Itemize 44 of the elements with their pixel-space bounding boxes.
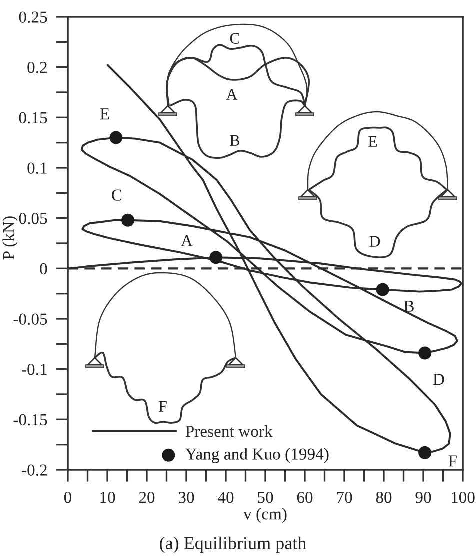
y-axis-title: P (kN) bbox=[2, 216, 18, 260]
x-axis-title: v (cm) bbox=[244, 508, 287, 524]
y-tick-label: -0.2 bbox=[22, 464, 47, 476]
annotation: E bbox=[100, 108, 110, 120]
annotation: D bbox=[370, 236, 380, 247]
annotation: A bbox=[181, 235, 193, 246]
y-tick-label: 0.15 bbox=[19, 112, 48, 124]
annotation: C bbox=[230, 33, 240, 44]
y-tick-label: -0.1 bbox=[22, 364, 47, 376]
x-tick-label: 90 bbox=[416, 492, 432, 504]
legend-label: Yang and Kuo (1994) bbox=[186, 448, 329, 464]
annotation: B bbox=[404, 300, 414, 312]
y-tick-label: 0.05 bbox=[19, 213, 48, 224]
text: Present work bbox=[186, 425, 273, 438]
annotation: E bbox=[368, 136, 378, 147]
x-tick-label: 40 bbox=[218, 492, 234, 504]
y-tick-label: 0 bbox=[40, 263, 48, 275]
x-tick-label: 20 bbox=[139, 492, 155, 504]
y-tick-label: 0.2 bbox=[28, 62, 47, 74]
x-tick-label: 30 bbox=[178, 492, 194, 504]
x-tick-label: 80 bbox=[376, 492, 392, 504]
point bbox=[110, 131, 123, 144]
annotation: A bbox=[226, 89, 238, 100]
x-tick-label: 60 bbox=[297, 492, 313, 504]
point bbox=[122, 214, 135, 227]
y-tick-label: -0.15 bbox=[14, 414, 48, 426]
point bbox=[418, 446, 432, 460]
annotation: D bbox=[433, 374, 444, 386]
point bbox=[418, 346, 432, 360]
annotation: F bbox=[448, 456, 457, 467]
annotation: B bbox=[230, 135, 240, 146]
point bbox=[210, 251, 223, 264]
point bbox=[376, 283, 390, 296]
x-tick-label: 50 bbox=[258, 492, 274, 504]
x-tick-label: 100 bbox=[452, 492, 475, 504]
x-tick-label: 10 bbox=[100, 492, 116, 504]
y-tick-label: -0.05 bbox=[14, 314, 48, 326]
annotation: C bbox=[112, 190, 122, 201]
y-tick-label: 0.25 bbox=[19, 12, 48, 24]
x-tick-label: 70 bbox=[337, 492, 352, 504]
y-tick-label: 0.1 bbox=[28, 162, 47, 174]
text: (a) Equilibrium path bbox=[160, 536, 306, 554]
x-tick-label: 0 bbox=[64, 492, 72, 504]
annotation: F bbox=[159, 401, 167, 412]
